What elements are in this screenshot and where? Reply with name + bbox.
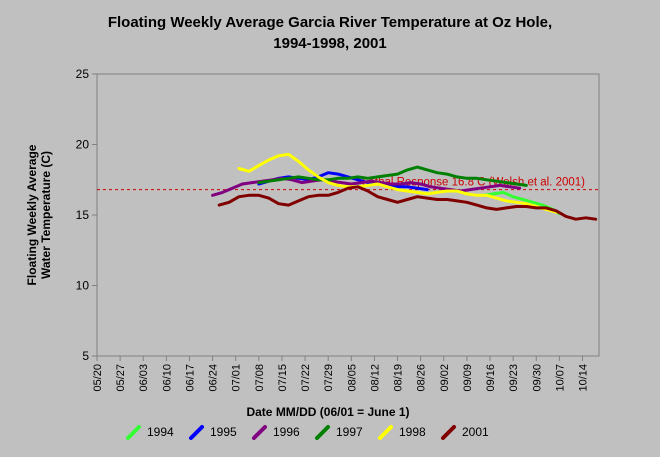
y-axis: 5 10 15 20 25 bbox=[76, 67, 97, 363]
x-tick-label: 06/03 bbox=[138, 364, 150, 392]
x-axis-label: Date MM/DD (06/01 = June 1) bbox=[246, 405, 409, 419]
series-group bbox=[211, 152, 598, 221]
series-line-1998 bbox=[237, 152, 558, 214]
x-tick-label: 09/30 bbox=[531, 364, 543, 392]
x-tick-label: 10/14 bbox=[577, 364, 589, 392]
legend-swatch bbox=[315, 425, 330, 440]
x-tick-label: 06/10 bbox=[161, 364, 173, 392]
legend-item-1994: 1994 bbox=[125, 424, 174, 440]
y-tick-label: 15 bbox=[76, 208, 90, 222]
x-tick-label: 05/27 bbox=[115, 364, 127, 392]
legend-label: 1995 bbox=[210, 425, 237, 439]
x-tick-label: 05/20 bbox=[92, 364, 104, 392]
x-tick-label: 06/17 bbox=[184, 364, 196, 392]
legend-swatch bbox=[189, 425, 204, 440]
x-tick-label: 07/01 bbox=[231, 364, 243, 392]
legend-item-1997: 1997 bbox=[314, 424, 363, 440]
threshold-label: Lethal Response 16.8 C (Welsh et al. 200… bbox=[362, 177, 585, 189]
legend-label: 1994 bbox=[147, 425, 174, 439]
legend-swatch bbox=[378, 425, 393, 440]
chart-title-line2: 1994-1998, 2001 bbox=[273, 35, 387, 52]
legend-swatch bbox=[126, 425, 141, 440]
x-tick-label: 06/24 bbox=[208, 364, 220, 392]
plot-area bbox=[96, 73, 600, 357]
x-tick-label: 09/02 bbox=[439, 364, 451, 392]
legend-item-1996: 1996 bbox=[251, 424, 300, 440]
x-tick-label: 09/23 bbox=[508, 364, 520, 392]
legend-label: 1998 bbox=[399, 425, 426, 439]
y-tick-label: 10 bbox=[76, 279, 90, 293]
x-axis: 05/20 05/27 06/03 06/10 06/17 06/24 07/01 07/08… bbox=[92, 356, 589, 392]
x-tick-label: 10/07 bbox=[554, 364, 566, 392]
legend-swatch bbox=[441, 425, 456, 440]
legend-item-1998: 1998 bbox=[377, 424, 426, 440]
x-tick-label: 07/15 bbox=[277, 364, 289, 392]
x-tick-label: 09/16 bbox=[485, 364, 497, 392]
x-tick-label: 09/09 bbox=[462, 364, 474, 392]
x-tick-label: 08/19 bbox=[393, 364, 405, 392]
series-line-2001 bbox=[217, 185, 598, 221]
y-tick-label: 20 bbox=[76, 138, 90, 152]
threshold: Lethal Response 16.8 C (Welsh et al. 200… bbox=[97, 177, 599, 191]
x-tick-label: 07/08 bbox=[254, 364, 266, 392]
legend-item-1995: 1995 bbox=[188, 424, 237, 440]
x-tick-label: 07/29 bbox=[323, 364, 335, 392]
legend-swatch bbox=[252, 425, 267, 440]
legend-label: 1997 bbox=[336, 425, 363, 439]
legend-label: 2001 bbox=[462, 425, 489, 439]
legend-label: 1996 bbox=[273, 425, 300, 439]
x-tick-label: 08/05 bbox=[346, 364, 358, 392]
y-tick-label: 25 bbox=[76, 67, 90, 81]
y-tick-label: 5 bbox=[82, 349, 89, 363]
y-axis-label-line1: Floating Weekly Average bbox=[25, 144, 39, 285]
series-line-1997 bbox=[257, 165, 528, 187]
x-tick-label: 08/12 bbox=[369, 364, 381, 392]
x-tick-label: 07/22 bbox=[300, 364, 312, 392]
legend-item-2001: 2001 bbox=[440, 424, 489, 440]
x-tick-label: 08/26 bbox=[416, 364, 428, 392]
y-axis-label-line2: Water Temperature (C) bbox=[39, 151, 53, 279]
chart-title-line1: Floating Weekly Average Garcia River Tem… bbox=[107, 14, 553, 31]
